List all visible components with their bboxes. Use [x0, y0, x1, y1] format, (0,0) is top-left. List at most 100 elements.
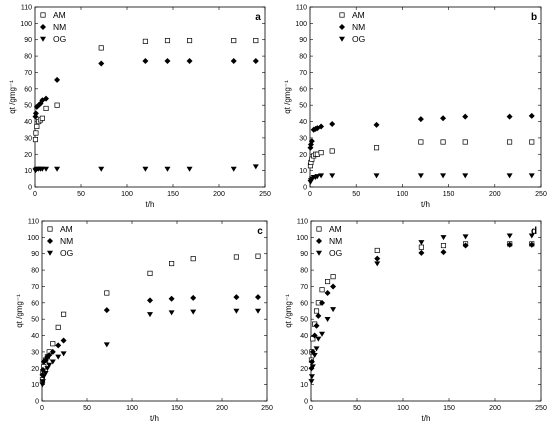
data-point-og — [147, 312, 153, 318]
plot-frame — [34, 6, 266, 188]
data-point-nm — [418, 249, 425, 256]
data-point-am — [147, 270, 153, 276]
x-tick-label: 150 — [167, 191, 179, 198]
legend-marker-og — [47, 250, 53, 256]
data-point-nm — [374, 255, 381, 262]
series-NM — [32, 58, 259, 120]
y-tick-label: 110 — [28, 219, 39, 226]
legend-label: OG — [53, 34, 66, 44]
panel-letter: d — [531, 226, 537, 237]
data-point-nm — [43, 95, 50, 102]
y-tick-label: 50 — [300, 317, 308, 324]
y-tick-label: 100 — [20, 21, 32, 28]
data-point-nm — [440, 115, 447, 122]
series-AM — [307, 139, 535, 169]
x-axis-label: t/h — [421, 200, 430, 209]
legend-label: OG — [352, 34, 365, 44]
legend-marker-am — [316, 226, 322, 232]
data-point-am — [373, 145, 380, 151]
data-point-og — [374, 261, 381, 267]
data-point-og — [318, 173, 325, 179]
y-tick-label: 20 — [31, 366, 39, 373]
legend-marker-nm — [47, 238, 53, 244]
y-tick-label: 10 — [24, 168, 32, 175]
data-point-am — [61, 311, 67, 317]
data-point-nm — [324, 290, 331, 296]
y-tick-label: 110 — [297, 219, 308, 226]
panel-letter: c — [257, 226, 263, 237]
panel-letter: a — [255, 12, 261, 23]
data-point-og — [324, 316, 331, 322]
series-OG — [307, 173, 535, 185]
data-point-og — [462, 234, 469, 240]
y-tick-label: 30 — [24, 135, 32, 142]
data-point-og — [440, 235, 447, 241]
legend-label: OG — [60, 248, 73, 258]
data-point-og — [46, 362, 53, 368]
data-point-am — [529, 139, 535, 145]
data-point-am — [55, 324, 61, 330]
data-point-og — [49, 359, 56, 365]
plot-frame — [41, 220, 268, 402]
data-point-og — [98, 166, 105, 172]
y-tick-label: 30 — [299, 135, 307, 142]
data-point-og — [311, 352, 318, 358]
data-point-og — [186, 166, 193, 172]
legend: AM NM OG — [40, 10, 66, 44]
y-tick-label: 90 — [31, 251, 39, 258]
data-point-nm — [417, 116, 424, 123]
data-point-og — [164, 166, 171, 172]
y-axis-label: qt /gmg⁻¹ — [8, 80, 17, 114]
data-point-og — [54, 166, 61, 172]
y-tick-label: 60 — [300, 300, 308, 307]
x-tick-label: 50 — [77, 191, 85, 198]
legend-label: AM — [352, 10, 365, 20]
data-point-nm — [315, 312, 322, 319]
data-point-nm — [252, 58, 259, 64]
data-point-nm — [308, 138, 315, 145]
data-point-am — [50, 341, 56, 347]
data-point-am — [462, 139, 468, 145]
y-tick-label: 10 — [299, 168, 307, 175]
y-tick-label: 100 — [295, 21, 307, 28]
data-point-nm — [440, 249, 447, 256]
plot-frame — [310, 220, 542, 402]
data-point-og — [528, 233, 535, 239]
data-point-og — [43, 166, 50, 172]
series-OG — [308, 233, 535, 385]
data-point-nm — [32, 110, 39, 117]
y-tick-label: 90 — [24, 37, 32, 44]
legend-marker-og — [316, 250, 322, 256]
legend-label: NM — [329, 236, 342, 246]
data-point-am — [374, 247, 380, 254]
data-point-og — [418, 240, 425, 246]
data-point-nm — [528, 112, 535, 119]
data-point-nm — [462, 113, 469, 120]
panel-letter: b — [531, 12, 537, 23]
data-point-am — [318, 150, 324, 156]
x-tick-label: 0 — [33, 191, 37, 198]
data-point-nm — [233, 294, 240, 301]
y-tick-label: 40 — [300, 333, 308, 340]
data-point-og — [255, 308, 261, 314]
data-point-am — [313, 308, 320, 314]
x-tick-label: 50 — [353, 405, 361, 412]
legend: AM NM OG — [339, 10, 365, 44]
data-point-og — [308, 379, 315, 385]
legend-marker-og — [339, 36, 345, 42]
x-tick-label: 100 — [121, 191, 133, 198]
series-NM — [307, 112, 535, 151]
legend-marker-nm — [339, 24, 345, 30]
y-tick-label: 80 — [24, 54, 32, 61]
y-tick-label: 20 — [24, 152, 32, 159]
data-point-nm — [313, 322, 320, 329]
legend-marker-og — [40, 36, 46, 42]
data-point-nm — [168, 295, 175, 302]
data-point-am — [54, 102, 60, 108]
data-point-og — [373, 173, 380, 179]
data-point-nm — [46, 352, 53, 359]
data-point-og — [252, 164, 259, 170]
y-tick-label: 30 — [31, 349, 39, 356]
data-point-og — [440, 173, 447, 179]
